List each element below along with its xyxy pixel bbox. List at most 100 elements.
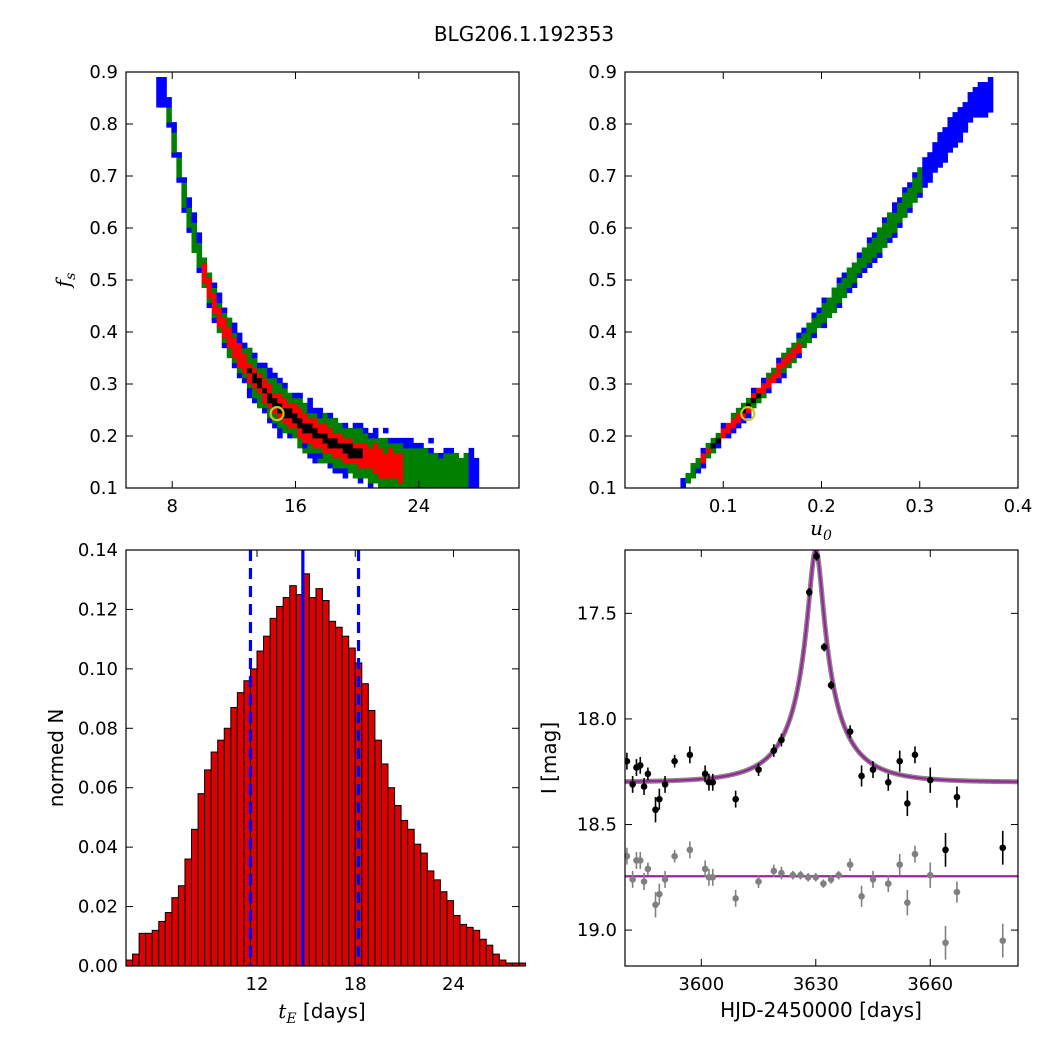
lightcurve-plot-area [625, 550, 1018, 960]
density-cell-sigma3 [272, 372, 278, 379]
density-cell-sigma2 [458, 462, 465, 469]
density-cell-sigma2 [443, 467, 449, 474]
density-cell-sigma2 [907, 202, 913, 208]
u0-fs-y-tick-label: 0.7 [588, 166, 617, 187]
histogram-bar [223, 727, 232, 967]
residual-point [869, 876, 877, 883]
density-cell-sigma3 [982, 87, 989, 93]
density-cell-sigma2 [458, 477, 465, 484]
density-cell-sigma2 [851, 262, 858, 268]
density-cell-sigma3 [246, 387, 253, 394]
density-cell-sigma3 [871, 257, 878, 263]
histogram-bar [191, 828, 199, 967]
density-cell-sigma3 [982, 92, 989, 98]
density-cell-sigma1 [236, 347, 243, 354]
histogram-bar [400, 819, 409, 967]
density-cell-sigma2 [408, 482, 414, 489]
density-cell-sigma3 [982, 112, 989, 118]
density-cell-sigma1 [201, 277, 208, 284]
density-cell-sigma3 [922, 182, 928, 188]
density-cell-sigma2 [912, 197, 918, 203]
density-cell-sigma2 [463, 477, 470, 484]
density-cell-sigma2 [831, 297, 838, 304]
density-cell-best [251, 372, 258, 379]
density-cell-sigma1 [241, 357, 248, 364]
density-cell-sigma2 [352, 462, 359, 469]
density-cell-sigma2 [428, 452, 434, 459]
density-cell-best [327, 442, 334, 449]
density-cell-sigma3 [186, 197, 192, 203]
density-cell-sigma3 [942, 127, 948, 133]
density-cell-sigma1 [776, 362, 782, 369]
density-cell-sigma3 [181, 177, 187, 183]
residual-point [942, 939, 949, 947]
density-cell-sigma2 [831, 287, 838, 294]
density-cell-sigma1 [337, 437, 344, 444]
density-cell-sigma2 [428, 472, 434, 479]
density-cell-sigma1 [241, 352, 248, 359]
density-cell-sigma1 [216, 317, 223, 324]
density-cell-sigma1 [756, 387, 762, 394]
density-cell-sigma2 [181, 197, 187, 203]
density-cell-sigma3 [856, 252, 863, 258]
density-cell-sigma1 [226, 332, 233, 339]
density-cell-sigma2 [342, 427, 349, 434]
density-cell-sigma3 [942, 147, 948, 153]
density-cell-sigma3 [876, 252, 883, 258]
residual-point [709, 874, 717, 881]
photometry-point [640, 783, 648, 790]
density-cell-sigma3 [881, 217, 888, 223]
density-cell-sigma1 [221, 317, 228, 324]
density-cell-sigma1 [766, 377, 772, 384]
density-cell-sigma2 [267, 377, 273, 384]
density-cell-sigma1 [262, 382, 268, 389]
density-cell-sigma3 [231, 362, 238, 369]
u0-fs-y-tick-label: 0.4 [588, 322, 617, 343]
density-cell-sigma3 [357, 422, 364, 429]
density-cell-sigma2 [448, 482, 454, 489]
density-cell-sigma2 [892, 212, 898, 218]
density-cell-sigma3 [166, 102, 172, 108]
density-cell-best [312, 432, 318, 439]
density-cell-sigma1 [216, 312, 223, 319]
density-cell-sigma2 [176, 172, 182, 178]
histogram-bar [374, 739, 382, 967]
density-cell-sigma1 [337, 432, 344, 439]
histogram-bar [217, 739, 225, 967]
density-cell-sigma2 [902, 212, 908, 218]
density-cell-sigma3 [967, 97, 974, 103]
density-cell-sigma3 [251, 397, 258, 404]
density-cell-sigma2 [448, 472, 454, 479]
density-cell-sigma2 [382, 442, 389, 449]
density-cell-sigma2 [917, 187, 923, 193]
density-cell-sigma2 [806, 327, 812, 334]
density-cell-sigma3 [680, 482, 686, 489]
density-cell-sigma1 [382, 467, 389, 474]
histogram-bar [282, 597, 291, 967]
density-cell-sigma3 [166, 97, 172, 103]
density-cell-sigma2 [856, 257, 863, 263]
density-cell-sigma1 [201, 272, 208, 278]
density-cell-sigma2 [428, 477, 434, 484]
density-cell-sigma3 [156, 97, 162, 103]
density-cell-sigma2 [413, 447, 419, 454]
histogram-bar [413, 843, 422, 967]
histogram-bar [177, 885, 186, 967]
density-cell-sigma1 [236, 352, 243, 359]
density-cell-sigma3 [781, 372, 787, 379]
density-cell-sigma1 [267, 402, 273, 409]
density-cell-sigma2 [246, 347, 253, 354]
density-cell-sigma2 [327, 452, 334, 459]
residual-point [778, 869, 785, 877]
density-cell-sigma2 [282, 387, 288, 394]
density-cell-sigma3 [967, 102, 974, 108]
density-cell-sigma2 [881, 237, 888, 243]
density-cell-sigma2 [171, 147, 177, 153]
density-cell-sigma2 [287, 397, 293, 404]
density-cell-sigma2 [428, 457, 434, 464]
residual-point [671, 852, 678, 860]
density-cell-sigma2 [221, 312, 228, 319]
density-cell-sigma2 [186, 207, 192, 213]
density-cell-sigma3 [962, 107, 969, 113]
density-cell-sigma2 [403, 462, 409, 469]
